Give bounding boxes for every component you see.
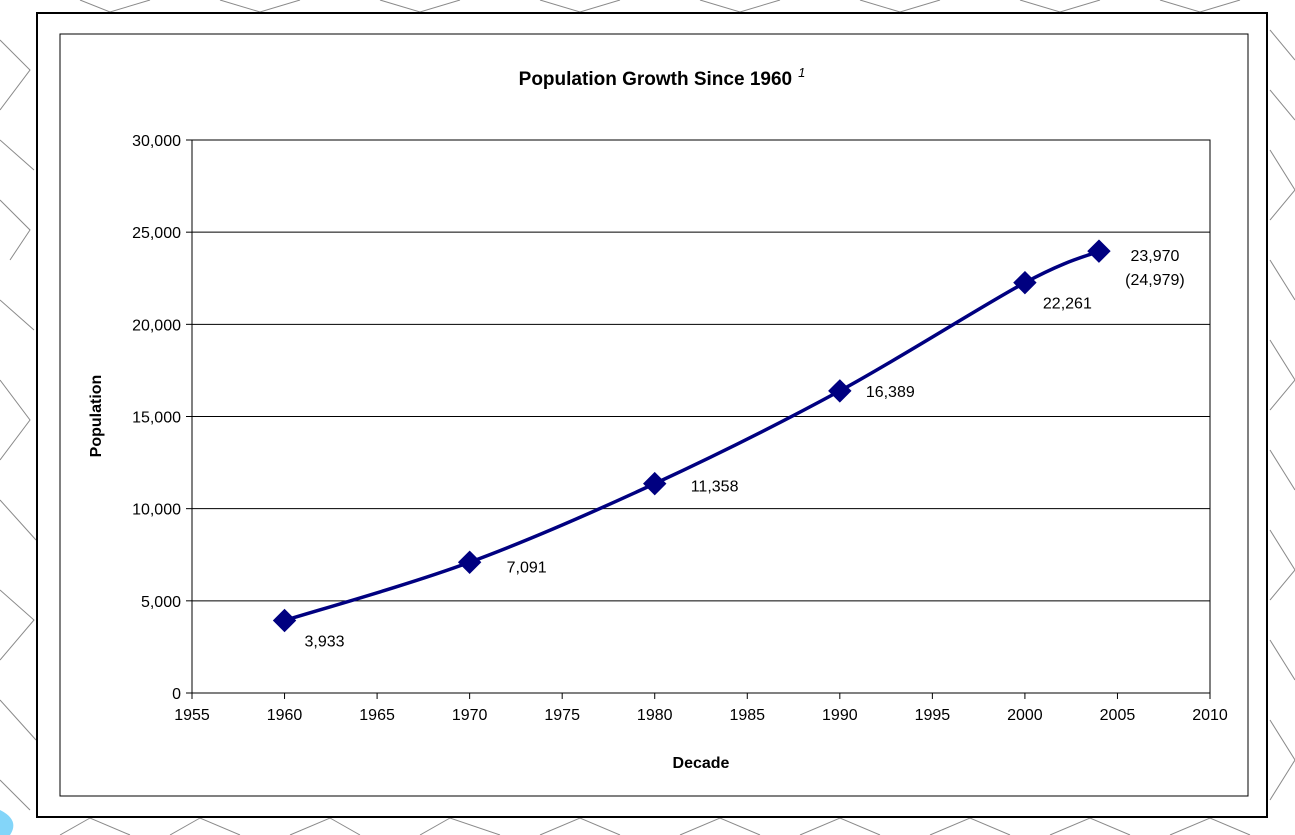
y-tick-label: 30,000 [132, 133, 181, 150]
x-tick-label: 1955 [174, 707, 210, 724]
data-label: 22,261 [1043, 296, 1092, 313]
population-chart: Population Growth Since 1960 1 0 5,000 10,0… [59, 33, 1249, 797]
y-tick-label: 5,000 [141, 594, 181, 611]
chart-title: Population Growth Since 1960 1 [519, 65, 806, 90]
data-labels: 3,933 7,091 11,358 16,389 22,261 23,970 (24,97… [305, 248, 1185, 650]
chart-area-border [59, 33, 1249, 797]
x-tick-label: 1985 [729, 707, 765, 724]
data-point-marker [1013, 270, 1037, 295]
data-label: 23,970 [1130, 248, 1179, 265]
title-footnote: 1 [798, 65, 805, 80]
x-tick-label: 1975 [544, 707, 580, 724]
x-tick-label: 1965 [359, 707, 395, 724]
data-point-marker [828, 379, 852, 403]
data-label: 7,091 [507, 559, 547, 576]
data-point-marker [272, 608, 297, 633]
data-label: 16,389 [866, 384, 915, 401]
x-tick-label: 1970 [452, 707, 488, 724]
data-label: 11,358 [691, 479, 739, 496]
x-tick-label: 1960 [267, 707, 303, 724]
x-tick-label: 1995 [915, 707, 951, 724]
y-tick-label: 15,000 [132, 410, 181, 427]
y-tick-label: 25,000 [132, 225, 181, 242]
data-point-marker [457, 550, 482, 574]
x-tick-label: 2000 [1007, 707, 1043, 724]
axes: 0 5,000 10,000 15,000 20,000 25,000 30,000 1955… [132, 133, 1228, 724]
y-axis-title: Population [88, 375, 105, 458]
data-label: 3,933 [305, 634, 345, 651]
x-tick-label: 1980 [637, 707, 673, 724]
y-tick-label: 10,000 [132, 502, 181, 519]
x-axis-title: Decade [673, 755, 730, 772]
x-tick-label: 2005 [1100, 707, 1136, 724]
data-point-marker [643, 471, 667, 496]
data-point-marker [1087, 239, 1111, 263]
x-tick-label: 1990 [822, 707, 858, 724]
y-tick-label: 0 [172, 686, 181, 703]
alternate-estimate-label: (24,979) [1125, 272, 1185, 289]
series [272, 239, 1111, 633]
chart-frame: Population Growth Since 1960 1 0 5,000 10,0… [36, 12, 1268, 818]
x-tick-label: 2010 [1192, 707, 1228, 724]
y-tick-label: 20,000 [132, 317, 181, 334]
